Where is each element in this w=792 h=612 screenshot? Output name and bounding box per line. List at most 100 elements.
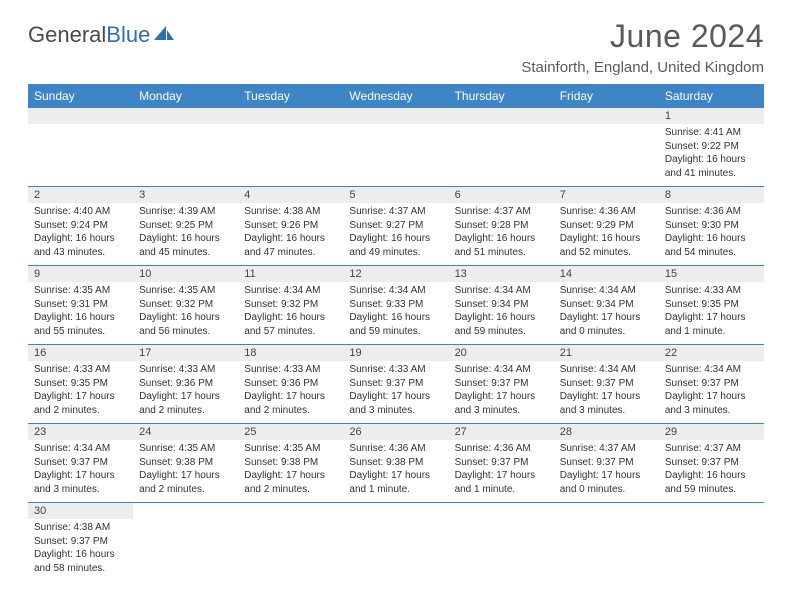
daylight-line: Daylight: 17 hours and 0 minutes.: [560, 311, 653, 338]
daylight-line: Daylight: 17 hours and 1 minute.: [349, 469, 442, 496]
sunrise-line: Sunrise: 4:34 AM: [665, 363, 758, 377]
calendar-header-row: SundayMondayTuesdayWednesdayThursdayFrid…: [28, 84, 764, 108]
day-body: Sunrise: 4:38 AMSunset: 9:37 PMDaylight:…: [28, 519, 133, 581]
day-number: 5: [343, 187, 448, 203]
sunrise-line: Sunrise: 4:33 AM: [139, 363, 232, 377]
sunset-line: Sunset: 9:26 PM: [244, 219, 337, 233]
day-number: [238, 503, 343, 519]
sunset-line: Sunset: 9:24 PM: [34, 219, 127, 233]
sunrise-line: Sunrise: 4:34 AM: [34, 442, 127, 456]
sunrise-line: Sunrise: 4:37 AM: [455, 205, 548, 219]
day-number: 10: [133, 266, 238, 282]
sunrise-line: Sunrise: 4:37 AM: [349, 205, 442, 219]
daylight-line: Daylight: 16 hours and 56 minutes.: [139, 311, 232, 338]
daylight-line: Daylight: 16 hours and 43 minutes.: [34, 232, 127, 259]
day-number: [343, 503, 448, 519]
calendar-cell: 29Sunrise: 4:37 AMSunset: 9:37 PMDayligh…: [659, 424, 764, 503]
day-number: 29: [659, 424, 764, 440]
daylight-line: Daylight: 17 hours and 2 minutes.: [34, 390, 127, 417]
sunset-line: Sunset: 9:38 PM: [349, 456, 442, 470]
day-number: [449, 503, 554, 519]
calendar-cell: 8Sunrise: 4:36 AMSunset: 9:30 PMDaylight…: [659, 187, 764, 266]
sunrise-line: Sunrise: 4:33 AM: [244, 363, 337, 377]
calendar-row: 23Sunrise: 4:34 AMSunset: 9:37 PMDayligh…: [28, 424, 764, 503]
day-body: Sunrise: 4:33 AMSunset: 9:36 PMDaylight:…: [238, 361, 343, 423]
day-body: Sunrise: 4:38 AMSunset: 9:26 PMDaylight:…: [238, 203, 343, 265]
day-body: [343, 124, 448, 176]
daylight-line: Daylight: 16 hours and 58 minutes.: [34, 548, 127, 575]
calendar-cell: 25Sunrise: 4:35 AMSunset: 9:38 PMDayligh…: [238, 424, 343, 503]
sunset-line: Sunset: 9:32 PM: [244, 298, 337, 312]
calendar-cell: 7Sunrise: 4:36 AMSunset: 9:29 PMDaylight…: [554, 187, 659, 266]
day-number: 20: [449, 345, 554, 361]
sunrise-line: Sunrise: 4:35 AM: [34, 284, 127, 298]
sunset-line: Sunset: 9:34 PM: [560, 298, 653, 312]
sunrise-line: Sunrise: 4:41 AM: [665, 126, 758, 140]
daylight-line: Daylight: 17 hours and 2 minutes.: [244, 390, 337, 417]
day-number: 6: [449, 187, 554, 203]
sunset-line: Sunset: 9:28 PM: [455, 219, 548, 233]
sunrise-line: Sunrise: 4:35 AM: [244, 442, 337, 456]
sunrise-line: Sunrise: 4:39 AM: [139, 205, 232, 219]
daylight-line: Daylight: 16 hours and 59 minutes.: [349, 311, 442, 338]
calendar-cell: 15Sunrise: 4:33 AMSunset: 9:35 PMDayligh…: [659, 266, 764, 345]
calendar-cell: [343, 108, 448, 187]
sunset-line: Sunset: 9:27 PM: [349, 219, 442, 233]
day-number: [28, 108, 133, 124]
calendar-cell: 19Sunrise: 4:33 AMSunset: 9:37 PMDayligh…: [343, 345, 448, 424]
day-number: 26: [343, 424, 448, 440]
day-body: Sunrise: 4:34 AMSunset: 9:33 PMDaylight:…: [343, 282, 448, 344]
day-number: [554, 108, 659, 124]
day-body: Sunrise: 4:36 AMSunset: 9:37 PMDaylight:…: [449, 440, 554, 502]
calendar-cell: 4Sunrise: 4:38 AMSunset: 9:26 PMDaylight…: [238, 187, 343, 266]
day-number: 17: [133, 345, 238, 361]
calendar-cell: [238, 108, 343, 187]
day-number: [449, 108, 554, 124]
calendar-cell: 16Sunrise: 4:33 AMSunset: 9:35 PMDayligh…: [28, 345, 133, 424]
sunrise-line: Sunrise: 4:34 AM: [455, 363, 548, 377]
sunset-line: Sunset: 9:29 PM: [560, 219, 653, 233]
day-body: [133, 124, 238, 176]
day-body: Sunrise: 4:34 AMSunset: 9:37 PMDaylight:…: [659, 361, 764, 423]
daylight-line: Daylight: 16 hours and 41 minutes.: [665, 153, 758, 180]
calendar-cell: [449, 503, 554, 582]
day-body: [238, 124, 343, 176]
sunrise-line: Sunrise: 4:33 AM: [665, 284, 758, 298]
sunrise-line: Sunrise: 4:38 AM: [34, 521, 127, 535]
day-body: Sunrise: 4:37 AMSunset: 9:37 PMDaylight:…: [554, 440, 659, 502]
calendar-cell: 26Sunrise: 4:36 AMSunset: 9:38 PMDayligh…: [343, 424, 448, 503]
daylight-line: Daylight: 16 hours and 51 minutes.: [455, 232, 548, 259]
sunset-line: Sunset: 9:31 PM: [34, 298, 127, 312]
day-body: Sunrise: 4:37 AMSunset: 9:37 PMDaylight:…: [659, 440, 764, 502]
day-body: Sunrise: 4:36 AMSunset: 9:29 PMDaylight:…: [554, 203, 659, 265]
day-body: Sunrise: 4:35 AMSunset: 9:32 PMDaylight:…: [133, 282, 238, 344]
sunrise-line: Sunrise: 4:36 AM: [455, 442, 548, 456]
weekday-header: Monday: [133, 84, 238, 108]
day-body: [659, 519, 764, 527]
calendar-cell: [659, 503, 764, 582]
day-number: [133, 503, 238, 519]
day-body: Sunrise: 4:34 AMSunset: 9:34 PMDaylight:…: [449, 282, 554, 344]
sunrise-line: Sunrise: 4:34 AM: [244, 284, 337, 298]
day-number: 28: [554, 424, 659, 440]
calendar-row: 16Sunrise: 4:33 AMSunset: 9:35 PMDayligh…: [28, 345, 764, 424]
daylight-line: Daylight: 17 hours and 1 minute.: [665, 311, 758, 338]
calendar-cell: [28, 108, 133, 187]
daylight-line: Daylight: 17 hours and 3 minutes.: [560, 390, 653, 417]
calendar-cell: 9Sunrise: 4:35 AMSunset: 9:31 PMDaylight…: [28, 266, 133, 345]
daylight-line: Daylight: 17 hours and 3 minutes.: [349, 390, 442, 417]
calendar-cell: 20Sunrise: 4:34 AMSunset: 9:37 PMDayligh…: [449, 345, 554, 424]
day-number: 7: [554, 187, 659, 203]
day-body: Sunrise: 4:34 AMSunset: 9:37 PMDaylight:…: [28, 440, 133, 502]
day-number: [659, 503, 764, 519]
header: GeneralBlue June 2024 Stainforth, Englan…: [28, 18, 764, 76]
sunrise-line: Sunrise: 4:36 AM: [560, 205, 653, 219]
day-body: Sunrise: 4:40 AMSunset: 9:24 PMDaylight:…: [28, 203, 133, 265]
day-number: 2: [28, 187, 133, 203]
sunset-line: Sunset: 9:25 PM: [139, 219, 232, 233]
sunset-line: Sunset: 9:37 PM: [455, 456, 548, 470]
day-number: 22: [659, 345, 764, 361]
daylight-line: Daylight: 16 hours and 59 minutes.: [665, 469, 758, 496]
calendar-cell: [449, 108, 554, 187]
location: Stainforth, England, United Kingdom: [521, 59, 764, 76]
